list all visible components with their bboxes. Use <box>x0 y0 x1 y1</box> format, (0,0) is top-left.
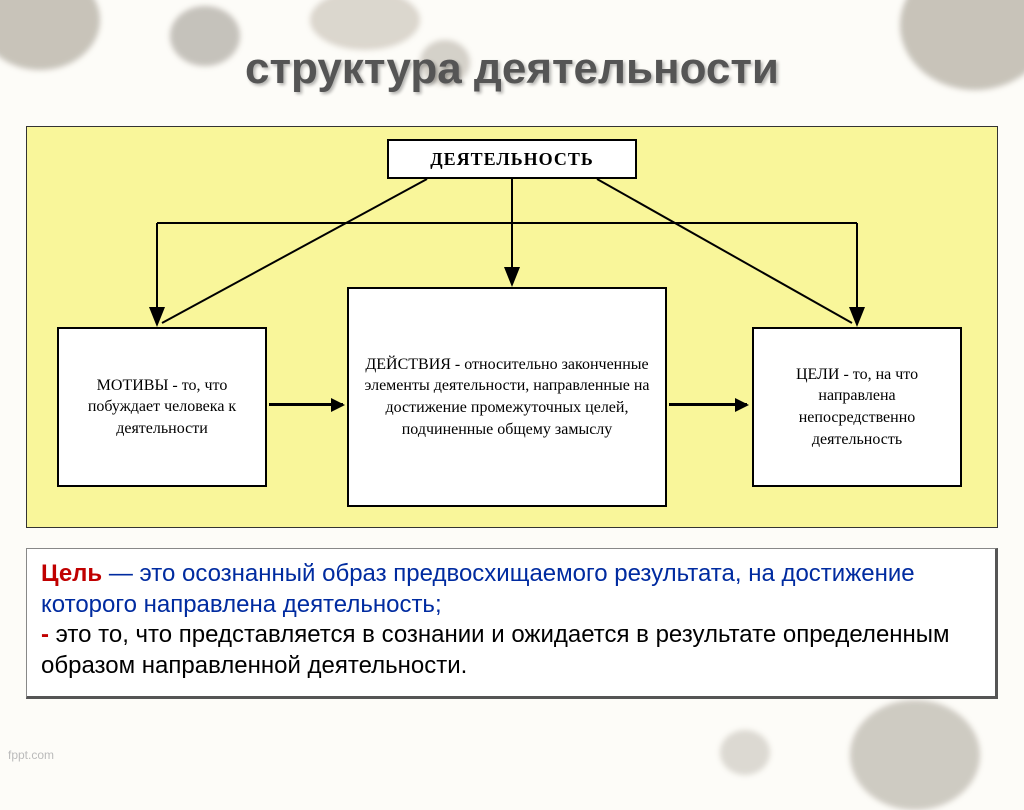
root-node: ДЕЯТЕЛЬНОСТЬ <box>387 139 637 179</box>
child-node-actions: ДЕЙСТВИЯ - относительно законченные элем… <box>347 287 667 507</box>
watermark: fppt.com <box>8 748 54 762</box>
arrow-1-2 <box>269 403 343 406</box>
definition-line1: это осознанный образ предвосхищаемого ре… <box>41 560 915 618</box>
definition-panel: Цель — это осознанный образ предвосхищае… <box>26 548 998 699</box>
child-node-motives: МОТИВЫ - то, что побуждает человека к де… <box>57 327 267 487</box>
arrow-2-3 <box>669 403 747 406</box>
page-title: структура деятельности <box>0 44 1024 94</box>
definition-dash: - <box>41 621 56 648</box>
diagram-panel: ДЕЯТЕЛЬНОСТЬ МОТИВЫ - то, что побуждает … <box>26 126 998 528</box>
child-node-goals: ЦЕЛИ - то, на что направлена непосредств… <box>752 327 962 487</box>
definition-sep: — <box>102 560 139 587</box>
definition-line2: это то, что представляется в сознании и … <box>41 621 950 679</box>
definition-term: Цель <box>41 560 102 587</box>
